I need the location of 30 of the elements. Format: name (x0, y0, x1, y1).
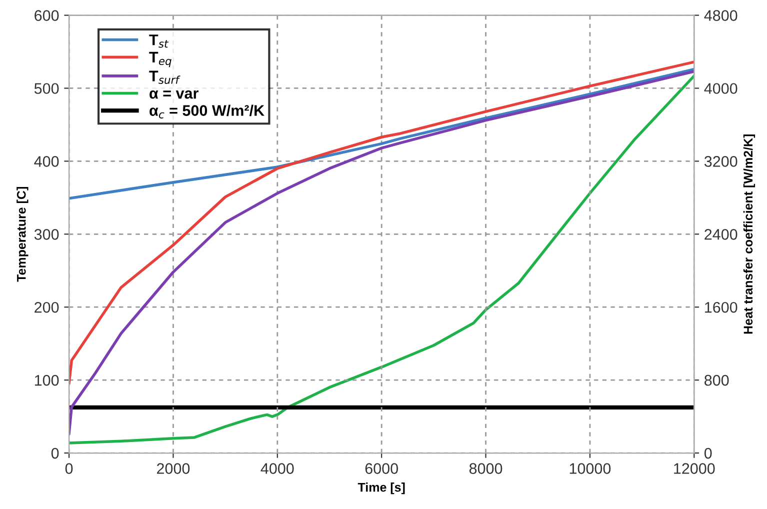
x-tick-label: 0 (65, 463, 73, 474)
legend-label: T$_{surf}$ (149, 70, 180, 84)
y2-tick-label: 800 (704, 374, 729, 386)
x-tick-label: 2000 (156, 463, 190, 474)
y-tick-label: 600 (34, 10, 59, 21)
legend-label: T$_{eq}$ (149, 52, 172, 68)
y-tick-label: 300 (34, 229, 59, 240)
x-axis-title: Time [s] (358, 482, 405, 494)
legend-label: α$_{c}$ = 500 W/m²/K (150, 104, 264, 118)
y-tick-label: 100 (34, 374, 59, 386)
y2-tick-label: 1600 (705, 302, 738, 313)
y-tick-label: 400 (34, 156, 59, 167)
legend-label: T$_{st}$ (149, 34, 169, 48)
x-tick-label: 12000 (674, 463, 715, 474)
y2-tick-label: 4000 (704, 83, 738, 94)
y2-axis-title: Heat transfer coefficient [W/m2/K] (743, 134, 756, 334)
y-axis-title: Temperature [C] (16, 187, 28, 282)
y-tick-label: 200 (34, 302, 59, 313)
line-series (69, 68, 694, 200)
y-tick-label: 0 (51, 448, 59, 459)
x-tick-label: 6000 (365, 463, 398, 474)
legend-label: α = var (150, 90, 198, 99)
y2-tick-label: 4800 (704, 10, 738, 21)
y-tick-label: 500 (34, 83, 59, 94)
x-tick-label: 10000 (570, 463, 611, 474)
y2-tick-label: 3200 (704, 156, 738, 167)
x-tick-label: 4000 (260, 463, 294, 474)
y2-tick-label: 0 (704, 448, 712, 459)
x-tick-label: 8000 (469, 463, 502, 474)
y2-tick-label: 2400 (704, 229, 738, 240)
